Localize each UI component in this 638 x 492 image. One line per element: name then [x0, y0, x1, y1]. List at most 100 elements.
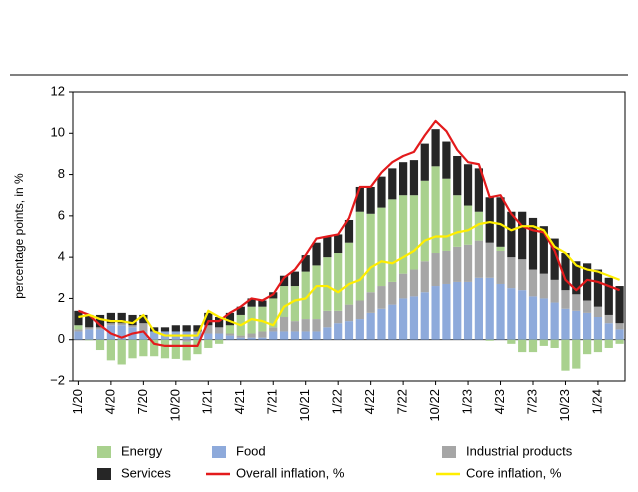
bar-segment	[258, 337, 267, 340]
bar-segment	[377, 308, 386, 340]
bar-segment	[377, 176, 386, 208]
legend-label: Services	[121, 465, 171, 480]
bar-segment	[247, 337, 256, 340]
bar-segment	[139, 314, 148, 324]
bar-segment	[572, 310, 581, 340]
bar-segment	[258, 300, 267, 307]
bar-segment	[593, 269, 603, 307]
bar-segment	[312, 265, 321, 320]
bar-segment	[225, 335, 235, 340]
bar-segment	[290, 271, 299, 287]
bar-segment	[117, 325, 126, 340]
bar-segment	[312, 331, 321, 340]
bar-segment	[442, 283, 451, 340]
x-tick-label: 1/23	[459, 389, 474, 414]
bar-segment	[377, 207, 386, 287]
bar-segment	[507, 288, 516, 340]
plot-frame	[72, 91, 626, 382]
bar-segment	[117, 339, 126, 365]
y-tick-label: 4	[58, 249, 65, 264]
bar-segment	[106, 339, 115, 361]
bar-segment	[604, 277, 613, 315]
bar-segment	[128, 314, 137, 326]
legend-label: Overall inflation, %	[236, 465, 345, 480]
bar-segment	[95, 329, 105, 340]
bar-segment	[344, 219, 354, 243]
bar-segment	[150, 331, 159, 340]
bar-segment	[528, 296, 538, 340]
bar-segment	[539, 339, 548, 346]
bar-segment	[334, 253, 343, 311]
bar-segment	[182, 339, 191, 342]
bar-segment	[604, 323, 613, 340]
bar-segment	[269, 298, 278, 328]
bar-segment	[377, 286, 386, 309]
bar-segment	[583, 263, 592, 301]
bar-segment	[150, 339, 159, 357]
bar-segment	[431, 286, 440, 340]
bar-segment	[334, 323, 343, 340]
bar-segment	[323, 236, 332, 258]
bar-segment	[323, 327, 332, 340]
bar-segment	[247, 333, 256, 338]
bar-segment	[269, 331, 278, 340]
bar-segment	[171, 325, 180, 332]
bar-segment	[399, 162, 408, 196]
bar-segment	[485, 339, 494, 341]
bar-segment	[323, 257, 332, 311]
bar-segment	[290, 321, 299, 332]
bar-segment	[463, 244, 473, 282]
bar-segment	[431, 166, 440, 254]
bar-segment	[74, 325, 83, 330]
bar-segment	[453, 195, 462, 247]
bar-segment	[463, 281, 473, 340]
legend-swatch	[212, 446, 226, 458]
bar-segment	[312, 319, 321, 332]
bar-segment	[518, 259, 527, 291]
bar-segment	[583, 339, 592, 355]
bar-segment	[474, 168, 483, 212]
bar-segment	[528, 217, 538, 270]
bar-segment	[463, 164, 473, 206]
x-tick-label: 7/20	[135, 389, 150, 414]
bar-segment	[453, 155, 462, 196]
bar-segment	[74, 310, 83, 326]
bar-segment	[139, 331, 148, 340]
bar-segment	[539, 273, 548, 299]
bar-segment	[399, 273, 408, 299]
bar-segment	[496, 197, 505, 247]
bar-segment	[344, 304, 354, 322]
bar-segment	[442, 250, 451, 284]
bar-segment	[583, 300, 592, 313]
bar-segment	[74, 329, 83, 332]
bar-segment	[420, 261, 429, 293]
bar-segment	[442, 178, 451, 251]
bar-segment	[236, 335, 245, 338]
x-tick-label: 1/24	[589, 389, 604, 414]
bar-segment	[496, 283, 505, 340]
bar-segment	[615, 329, 624, 340]
bar-segment	[247, 298, 256, 307]
bar-segment	[561, 253, 570, 291]
bar-segment	[301, 271, 310, 320]
bar-segment	[95, 327, 105, 330]
x-tick-label: 4/22	[362, 389, 377, 414]
x-tick-label: 10/23	[557, 389, 572, 422]
bar-segment	[388, 168, 397, 200]
x-tick-label: 7/21	[265, 389, 280, 414]
bar-segment	[258, 331, 267, 338]
bar-segment	[583, 312, 592, 340]
bar-segment	[366, 186, 375, 214]
bar-segment	[550, 339, 559, 348]
legend-label: Energy	[121, 443, 163, 458]
bar-segment	[496, 246, 505, 251]
bar-segment	[128, 325, 137, 328]
x-tick-label: 1/21	[200, 389, 215, 414]
bar-segment	[85, 314, 94, 328]
bar-segment	[453, 281, 462, 340]
bar-segment	[388, 281, 397, 305]
x-tick-label: 4/21	[232, 389, 247, 414]
bar-segment	[85, 327, 94, 330]
bar-segment	[215, 333, 224, 340]
